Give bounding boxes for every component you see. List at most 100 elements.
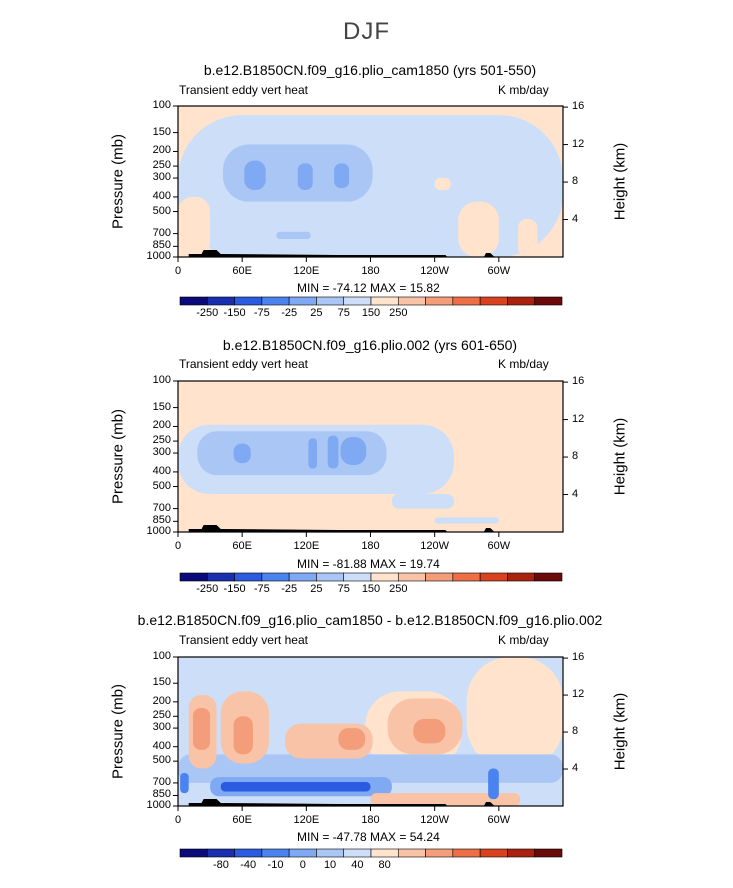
panel-1-xtick-label-2: 120E: [293, 265, 320, 277]
panel-3-topography: [188, 799, 495, 806]
panel-2-colorbar-label-5: 75: [337, 583, 350, 595]
panel-2-topography: [188, 525, 495, 532]
panel-3-colorbar-box-7: [370, 848, 399, 858]
panel-3-contour-region-8: [338, 728, 366, 750]
panel-2-ytick-label-9: 1000: [146, 525, 171, 537]
panel-1-ytick-label-0: 100: [152, 99, 171, 111]
panel-2-xtick-label-0: 0: [174, 540, 182, 552]
panel-1-htick-label-0: 16: [572, 100, 585, 113]
panel-1-units: K mb/day: [498, 83, 549, 97]
panel-3-contour-region-12: [220, 781, 371, 792]
panel-2-colorbar-box-12: [507, 572, 536, 582]
panel-3-htick-label-1: 12: [572, 688, 585, 701]
panel-2-ytick-label-3: 250: [152, 434, 171, 447]
panel-3-colorbar-box-4: [288, 848, 317, 858]
panel-3-xtick-label-5: 60W: [487, 814, 511, 826]
panel-1-ytick-label-6: 500: [152, 204, 171, 217]
panel-2-htick-label-1: 12: [572, 412, 585, 425]
panel-3-ytick-label-5: 400: [152, 739, 171, 752]
panel-2-colorbar-box-6: [343, 572, 372, 582]
panel-1-colorbar-box-13: [534, 296, 563, 306]
panel-1-colorbar-label-0: -250: [196, 307, 219, 319]
panel-1-contour-region-3: [297, 163, 313, 191]
panel-2-colorbar-box-5: [316, 572, 345, 582]
panel-3-htick-label-0: 16: [572, 651, 585, 664]
panel-1-ytick-label-2: 200: [152, 144, 171, 157]
panel-1-colorbar-box-1: [206, 296, 235, 306]
panel-1-ytick-label-5: 400: [152, 189, 171, 202]
panel-1-contour-region-7: [518, 218, 538, 257]
panel-2-colorbar-label-0: -250: [196, 583, 219, 595]
panel-3-colorbar-label-0: -80: [212, 859, 229, 871]
panel-3-xtick-label-4: 120W: [420, 814, 450, 826]
panel-3-ytick-label-8: 850: [152, 788, 171, 801]
panel-2-contour-region-6: [327, 435, 339, 469]
panel-1-left-label: Transient eddy vert heat: [179, 83, 308, 97]
panel-3-colorbar-label-2: -10: [267, 859, 284, 871]
panel-1-colorbar-box-10: [452, 296, 481, 306]
panel-3-colorbar-box-2: [234, 848, 263, 858]
panel-2-ytick-label-0: 100: [152, 374, 171, 386]
panel-2-field: [178, 381, 563, 532]
panel-3-colorbar-label-6: 80: [378, 859, 391, 871]
panel-2-ytick-label-7: 700: [152, 501, 171, 514]
panel-3-xtick-label-2: 120E: [293, 814, 320, 826]
panel-3-ytick-label-2: 200: [152, 694, 171, 707]
panel-2-htick-label-0: 16: [572, 375, 585, 388]
panel-2-xtick-label-4: 120W: [420, 540, 450, 552]
panel-2-stats: MIN = -81.88 MAX = 19.74: [297, 557, 440, 571]
panel-3-ytick-label-4: 300: [152, 721, 171, 734]
panel-1-ytick-label-9: 1000: [146, 250, 171, 262]
panel-2-colorbar-box-2: [234, 572, 263, 582]
panel-3-colorbar-box-8: [397, 848, 426, 858]
panel-3-colorbar-box-10: [452, 848, 481, 858]
panel-3-xtick-label-3: 180: [361, 814, 380, 826]
panel-1-contour-region-6: [458, 201, 499, 257]
panel-3-colorbar-label-3: 0: [299, 859, 306, 871]
panel-2-contour-region-4: [233, 443, 251, 464]
panel-2-left-label: Transient eddy vert heat: [179, 357, 308, 371]
panel-2-contour-region-3: [199, 441, 213, 464]
panel-3-colorbar-box-1: [206, 848, 235, 858]
panel-3-contour-region-4: [192, 708, 211, 750]
panel-2-ytick-label-6: 500: [152, 479, 171, 492]
panel-1-colorbar-label-3: -25: [281, 307, 298, 319]
panel-1-ytick-label-3: 250: [152, 159, 171, 172]
panel-3-colorbar-label-1: -40: [240, 859, 257, 871]
panel-2-ytick-label-2: 200: [152, 419, 171, 432]
panel-3-colorbar-label-4: 10: [323, 859, 337, 871]
panel-2-colorbar-label-7: 250: [389, 583, 408, 595]
panel-2-htick-label-2: 8: [572, 450, 579, 463]
panel-3-colorbar-box-6: [343, 848, 372, 858]
panel-2-xtick-label-5: 60W: [487, 540, 511, 552]
panel-2-contour-region-5: [308, 438, 318, 469]
panel-3-left-label: Transient eddy vert heat: [179, 633, 308, 647]
panel-1-contour-region-2: [244, 160, 266, 191]
panel-2-title: b.e12.B1850CN.f09_g16.plio.002 (yrs 601-…: [222, 337, 518, 353]
panel-2-colorbar-box-9: [425, 572, 454, 582]
panel-1-colorbar-box-12: [507, 296, 536, 306]
panel-2-colorbar-box-8: [397, 572, 426, 582]
panel-1-colorbar-box-11: [479, 296, 508, 306]
panel-3-contour-region-10: [413, 718, 446, 744]
panel-3-contour-region-2: [178, 754, 563, 783]
panel-2-colorbar-box-7: [370, 572, 399, 582]
panel-1-contour-region-4: [334, 163, 350, 189]
panel-2-xtick-label-3: 180: [361, 540, 380, 552]
panel-2-colorbar-box-3: [261, 572, 290, 582]
panel-1-contour-region-5: [178, 196, 211, 257]
panel-1-colorbar-box-3: [261, 296, 290, 306]
panel-1-htick-label-2: 8: [572, 175, 579, 188]
panel-1-htick-label-1: 12: [572, 137, 585, 150]
panel-3-htick-label-2: 8: [572, 725, 579, 738]
panel-3-xtick-label-1: 60E: [232, 814, 252, 826]
panel-2-units: K mb/day: [498, 357, 549, 371]
panel-1-colorbar-box-5: [316, 296, 345, 306]
panel-1-contour-region-8: [434, 178, 451, 191]
panel-3-htick-label-3: 4: [572, 762, 579, 775]
panel-2-contour-region-7: [340, 437, 367, 466]
panel-3-units: K mb/day: [498, 633, 549, 647]
panel-2-htick-label-3: 4: [572, 487, 579, 500]
panel-1-colorbar-box-9: [425, 296, 454, 306]
